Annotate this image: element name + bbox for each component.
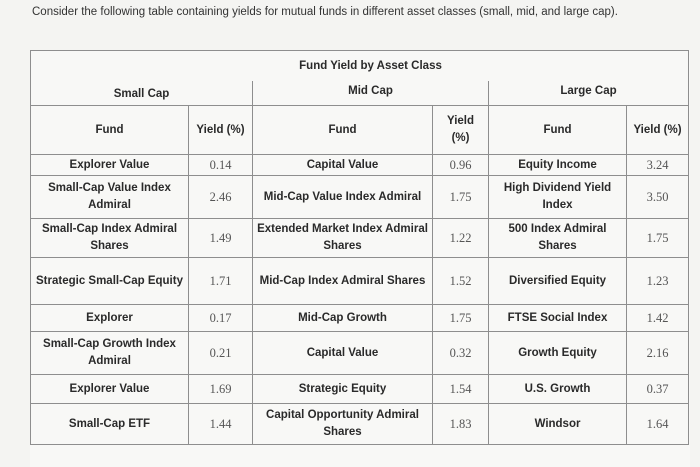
small-cap-yield: 1.69 [188, 374, 253, 404]
question-prompt: Consider the following table containing … [32, 6, 618, 18]
table-title: Fund Yield by Asset Class [252, 50, 489, 81]
mid-cap-yield: 0.32 [431, 331, 490, 375]
mid-cap-yield: 1.52 [431, 257, 490, 305]
large-cap-yield: 1.75 [626, 218, 690, 258]
mid-cap-yield: 1.54 [431, 374, 490, 404]
group-header-large-cap: Large Cap [488, 81, 690, 106]
large-cap-yield: 1.64 [626, 403, 690, 445]
large-cap-fund: Growth Equity [488, 331, 628, 375]
mid-cap-fund: Capital Value [252, 331, 433, 375]
large-cap-fund: Equity Income [488, 154, 628, 176]
small-cap-yield: 2.46 [188, 175, 253, 219]
mid-cap-fund: Mid-Cap Growth [252, 304, 433, 332]
large-cap-fund: Windsor [488, 403, 628, 445]
small-cap-fund: Small-Cap ETF [30, 403, 189, 445]
table-row: Explorer Value 0.14 Capital Value 0.96 E… [30, 154, 690, 176]
fund-yield-table: Fund Yield by Asset Class Small Cap Mid … [30, 50, 690, 445]
mid-cap-fund: Extended Market Index Admiral Shares [252, 218, 433, 258]
column-header-yield: Yield (%) [188, 105, 253, 155]
small-cap-yield: 0.14 [188, 154, 253, 176]
mid-cap-yield: 1.22 [431, 218, 490, 258]
small-cap-yield: 1.71 [188, 257, 253, 305]
table-row: Small-Cap ETF 1.44 Capital Opportunity A… [30, 403, 690, 445]
large-cap-yield: 1.42 [626, 304, 690, 332]
table-row: Small-Cap Value Index Admiral 2.46 Mid-C… [30, 175, 690, 219]
mid-cap-yield: 1.75 [431, 304, 490, 332]
group-header-mid-cap: Mid Cap [251, 81, 490, 106]
mid-cap-fund: Capital Value [252, 154, 433, 176]
large-cap-fund: Diversified Equity [488, 257, 628, 305]
mid-cap-yield: 0.96 [431, 154, 490, 176]
small-cap-yield: 0.21 [188, 331, 253, 375]
table-row: Explorer 0.17 Mid-Cap Growth 1.75 FTSE S… [30, 304, 690, 332]
small-cap-fund: Small-Cap Index Admiral Shares [30, 218, 189, 258]
large-cap-fund: FTSE Social Index [488, 304, 628, 332]
mid-cap-yield: 1.75 [431, 175, 490, 219]
large-cap-yield: 3.50 [626, 175, 690, 219]
large-cap-yield: 1.23 [626, 257, 690, 305]
column-header-yield: Yield (%) [431, 105, 490, 155]
table-row: Strategic Small-Cap Equity 1.71 Mid-Cap … [30, 257, 690, 305]
mid-cap-fund: Capital Opportunity Admiral Shares [252, 403, 433, 445]
large-cap-fund: High Dividend Yield Index [488, 175, 628, 219]
column-header-row: Fund Yield (%) Fund Yield (%) Fund Yield… [30, 105, 690, 155]
mid-cap-fund: Mid-Cap Index Admiral Shares [252, 257, 433, 305]
large-cap-fund: 500 Index Admiral Shares [488, 218, 628, 258]
mid-cap-yield: 1.83 [431, 403, 490, 445]
large-cap-yield: 2.16 [626, 331, 690, 375]
table-row: Small-Cap Index Admiral Shares 1.49 Exte… [30, 218, 690, 258]
group-header-small-cap: Small Cap [30, 81, 253, 106]
column-header-fund: Fund [30, 105, 189, 155]
small-cap-yield: 1.44 [188, 403, 253, 445]
small-cap-fund: Explorer Value [30, 154, 189, 176]
table-row: Explorer Value 1.69 Strategic Equity 1.5… [30, 374, 690, 404]
column-header-fund: Fund [252, 105, 433, 155]
small-cap-fund: Small-Cap Growth Index Admiral [30, 331, 189, 375]
table-row: Small-Cap Growth Index Admiral 0.21 Capi… [30, 331, 690, 375]
small-cap-fund: Small-Cap Value Index Admiral [30, 175, 189, 219]
small-cap-yield: 0.17 [188, 304, 253, 332]
small-cap-fund: Strategic Small-Cap Equity [30, 257, 189, 305]
small-cap-fund: Explorer [30, 304, 189, 332]
large-cap-yield: 0.37 [626, 374, 690, 404]
mid-cap-fund: Mid-Cap Value Index Admiral [252, 175, 433, 219]
large-cap-fund: U.S. Growth [488, 374, 628, 404]
column-header-yield: Yield (%) [626, 105, 690, 155]
large-cap-yield: 3.24 [626, 154, 690, 176]
column-header-fund: Fund [488, 105, 628, 155]
small-cap-fund: Explorer Value [30, 374, 189, 404]
mid-cap-fund: Strategic Equity [252, 374, 433, 404]
small-cap-yield: 1.49 [188, 218, 253, 258]
